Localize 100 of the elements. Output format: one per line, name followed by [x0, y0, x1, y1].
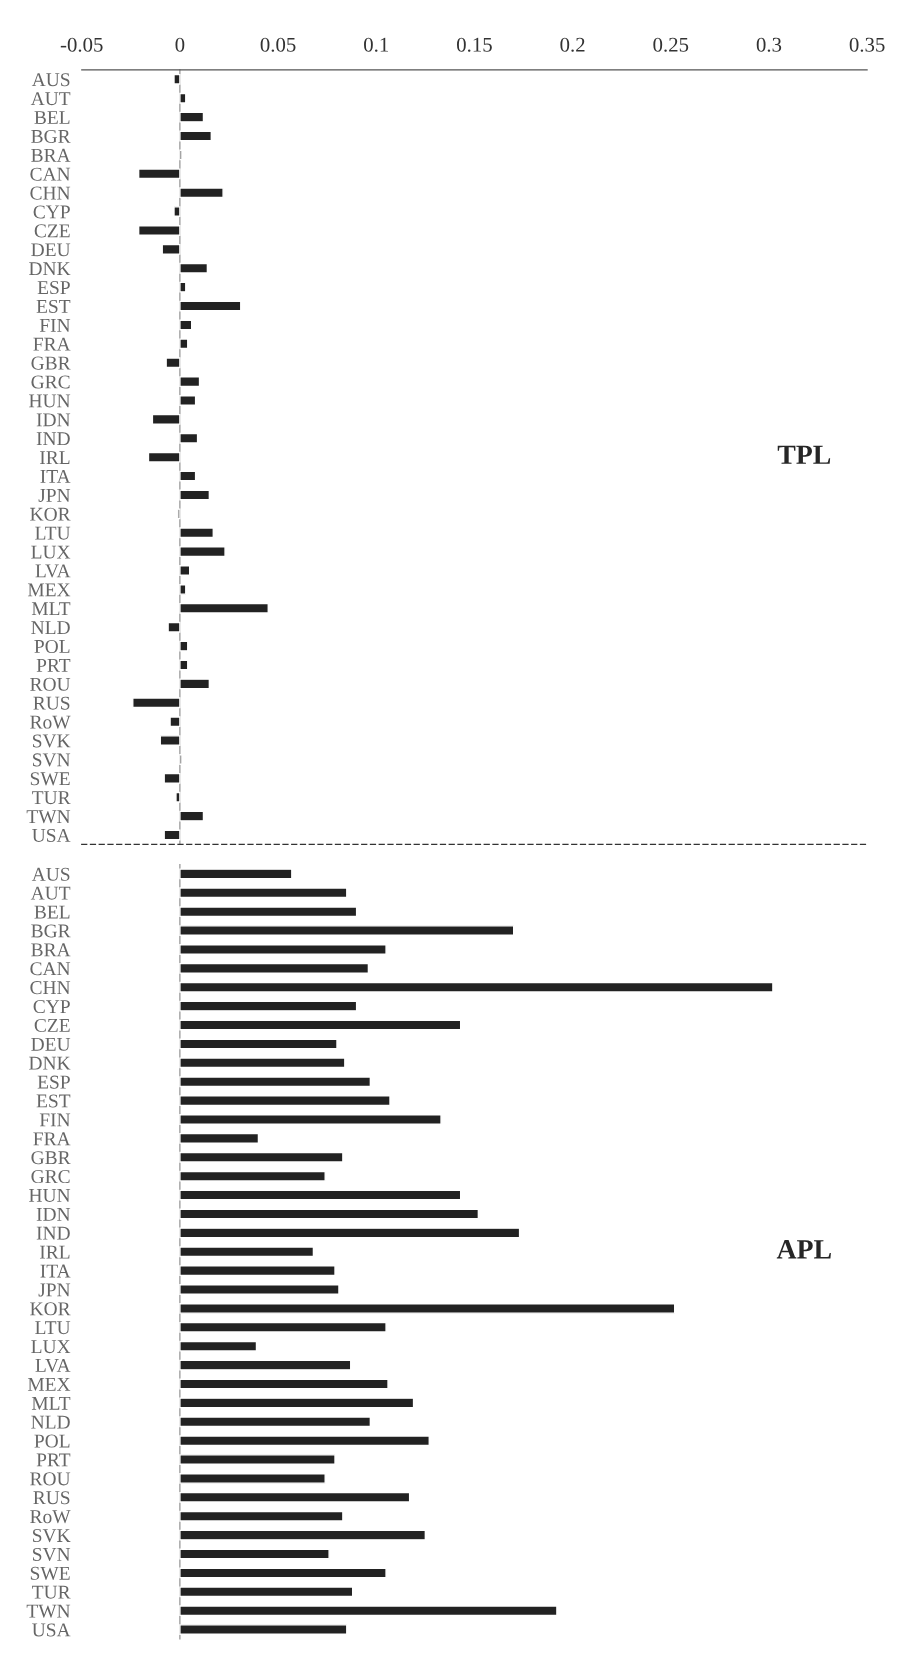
y-tick-label: BEL [34, 905, 70, 919]
y-tick-label: RoW [30, 715, 71, 729]
bar [179, 1624, 348, 1636]
bar [179, 432, 199, 444]
y-tick-label: FIN [39, 1113, 71, 1127]
bar [179, 962, 370, 974]
annotation: APL [776, 1240, 831, 1259]
y-tick-label: IND [36, 432, 70, 446]
bar [179, 678, 211, 690]
bar [179, 1491, 411, 1503]
bar [179, 1095, 391, 1107]
y-tick-label: MLT [31, 1396, 71, 1410]
bar [179, 1151, 344, 1163]
bar [169, 716, 181, 728]
bar [167, 621, 181, 633]
bar [179, 925, 515, 936]
y-tick-label: CYP [33, 205, 70, 219]
x-tick-label: -0.05 [60, 37, 103, 52]
y-tick-label: AUS [31, 73, 70, 87]
bar [179, 1303, 676, 1314]
y-tick-label: SVN [33, 753, 71, 767]
y-tick-label: IDN [36, 1207, 71, 1221]
x-tick-label: 0.25 [653, 37, 689, 52]
x-tick-label: 0.2 [560, 37, 585, 52]
y-tick-label: USA [32, 828, 71, 842]
y-tick-label: LVA [35, 1359, 71, 1373]
y-tick-label: JPN [38, 1283, 71, 1297]
y-tick-label: CAN [30, 962, 71, 976]
y-tick-label: GBR [31, 1151, 71, 1165]
bar [179, 1473, 326, 1484]
bar [179, 187, 224, 199]
bar [159, 735, 181, 746]
bar [175, 791, 181, 803]
y-tick-label: POL [34, 1434, 70, 1448]
bar [179, 1170, 326, 1182]
bar [179, 1397, 415, 1409]
bar [179, 300, 242, 312]
x-tick-label: 0.35 [849, 37, 885, 52]
bar [179, 1605, 558, 1617]
y-tick-label: KOR [30, 507, 71, 521]
bar [179, 868, 293, 880]
y-tick-label: KOR [30, 1302, 71, 1316]
y-tick-label: EST [36, 1094, 71, 1108]
y-tick-label: AUT [30, 92, 71, 106]
y-tick-label: CHN [30, 186, 71, 200]
bar [179, 470, 197, 482]
y-tick-label: MLT [31, 602, 71, 616]
y-tick-label: BRA [31, 943, 71, 957]
bar [132, 697, 181, 709]
y-tick-label: AUT [30, 886, 71, 900]
y-tick-label: TUR [32, 791, 71, 805]
y-tick-label: BEL [34, 111, 70, 124]
y-tick-label: SWE [30, 772, 70, 786]
y-tick-label: TWN [26, 1604, 71, 1618]
y-tick-label: PRT [36, 659, 71, 672]
bar [165, 357, 181, 369]
bar [179, 640, 189, 652]
bar [161, 243, 181, 255]
y-tick-label: CAN [30, 167, 71, 181]
bar [179, 1038, 338, 1050]
y-tick-label: USA [32, 1623, 71, 1637]
bar [179, 376, 201, 388]
y-tick-label: MEX [27, 583, 71, 597]
bar [179, 1057, 346, 1069]
y-tick-label: LTU [35, 526, 71, 540]
y-tick-label: RUS [33, 1491, 70, 1505]
y-tick-label: RoW [30, 1510, 71, 1524]
y-tick-label: MEX [27, 1378, 71, 1391]
bar [179, 1208, 480, 1220]
y-tick-label: LVA [35, 564, 71, 578]
y-tick-label: LUX [31, 1340, 71, 1354]
y-tick-label: POL [34, 639, 70, 654]
bar [179, 1227, 521, 1239]
y-tick-label: CYP [33, 1000, 70, 1014]
bar [179, 130, 213, 142]
bar [179, 1019, 462, 1031]
y-tick-label: GRC [31, 1170, 70, 1184]
y-tick-label: ESP [37, 281, 70, 295]
bar [179, 1340, 258, 1352]
annotation: TPL [777, 445, 831, 464]
y-tick-label: ITA [40, 1264, 71, 1278]
bar [137, 225, 181, 236]
y-tick-label: SVN [33, 1547, 71, 1562]
y-tick-label: EST [36, 299, 71, 313]
bar [179, 1510, 344, 1522]
bar [179, 1378, 389, 1390]
y-tick-label: SWE [30, 1566, 70, 1580]
y-tick-label: GBR [31, 356, 71, 370]
y-tick-label: LTU [35, 1321, 71, 1335]
y-tick-label: IRL [39, 1245, 70, 1259]
bar [179, 1567, 387, 1579]
bar [179, 602, 269, 614]
bar [179, 1076, 372, 1088]
y-tick-label: FRA [33, 337, 71, 351]
bar [179, 887, 348, 899]
bar [179, 489, 211, 501]
bar [179, 1586, 354, 1598]
y-tick-label: IND [36, 1226, 70, 1240]
x-tick-label: 0.05 [260, 37, 296, 52]
bar [179, 1359, 352, 1371]
